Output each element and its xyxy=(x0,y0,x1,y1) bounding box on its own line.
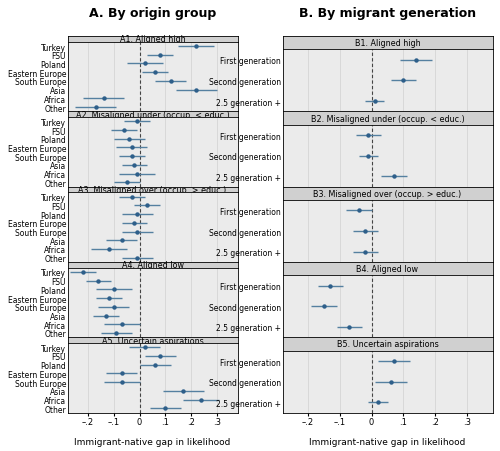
Text: B4. Aligned low: B4. Aligned low xyxy=(356,265,418,274)
Text: A3. Misaligned over (occup. > educ.): A3. Misaligned over (occup. > educ.) xyxy=(78,186,227,194)
Text: Immigrant-native gap in likelihood: Immigrant-native gap in likelihood xyxy=(74,437,231,446)
Text: B5. Uncertain aspirations: B5. Uncertain aspirations xyxy=(336,340,438,349)
Text: A4. Aligned low: A4. Aligned low xyxy=(122,261,184,270)
Text: A. By origin group: A. By origin group xyxy=(89,7,216,20)
Text: B1. Aligned high: B1. Aligned high xyxy=(354,39,420,48)
Text: A1. Aligned high: A1. Aligned high xyxy=(120,35,186,44)
Text: B3. Misaligned over (occup. > educ.): B3. Misaligned over (occup. > educ.) xyxy=(314,189,462,198)
Text: B. By migrant generation: B. By migrant generation xyxy=(299,7,476,20)
Text: A5. Uncertain aspirations: A5. Uncertain aspirations xyxy=(102,336,204,345)
Text: B2. Misaligned under (occup. < educ.): B2. Misaligned under (occup. < educ.) xyxy=(310,114,464,123)
Text: A2. Misaligned under (occup. < educ.): A2. Misaligned under (occup. < educ.) xyxy=(76,110,230,120)
Text: Immigrant-native gap in likelihood: Immigrant-native gap in likelihood xyxy=(310,437,466,446)
